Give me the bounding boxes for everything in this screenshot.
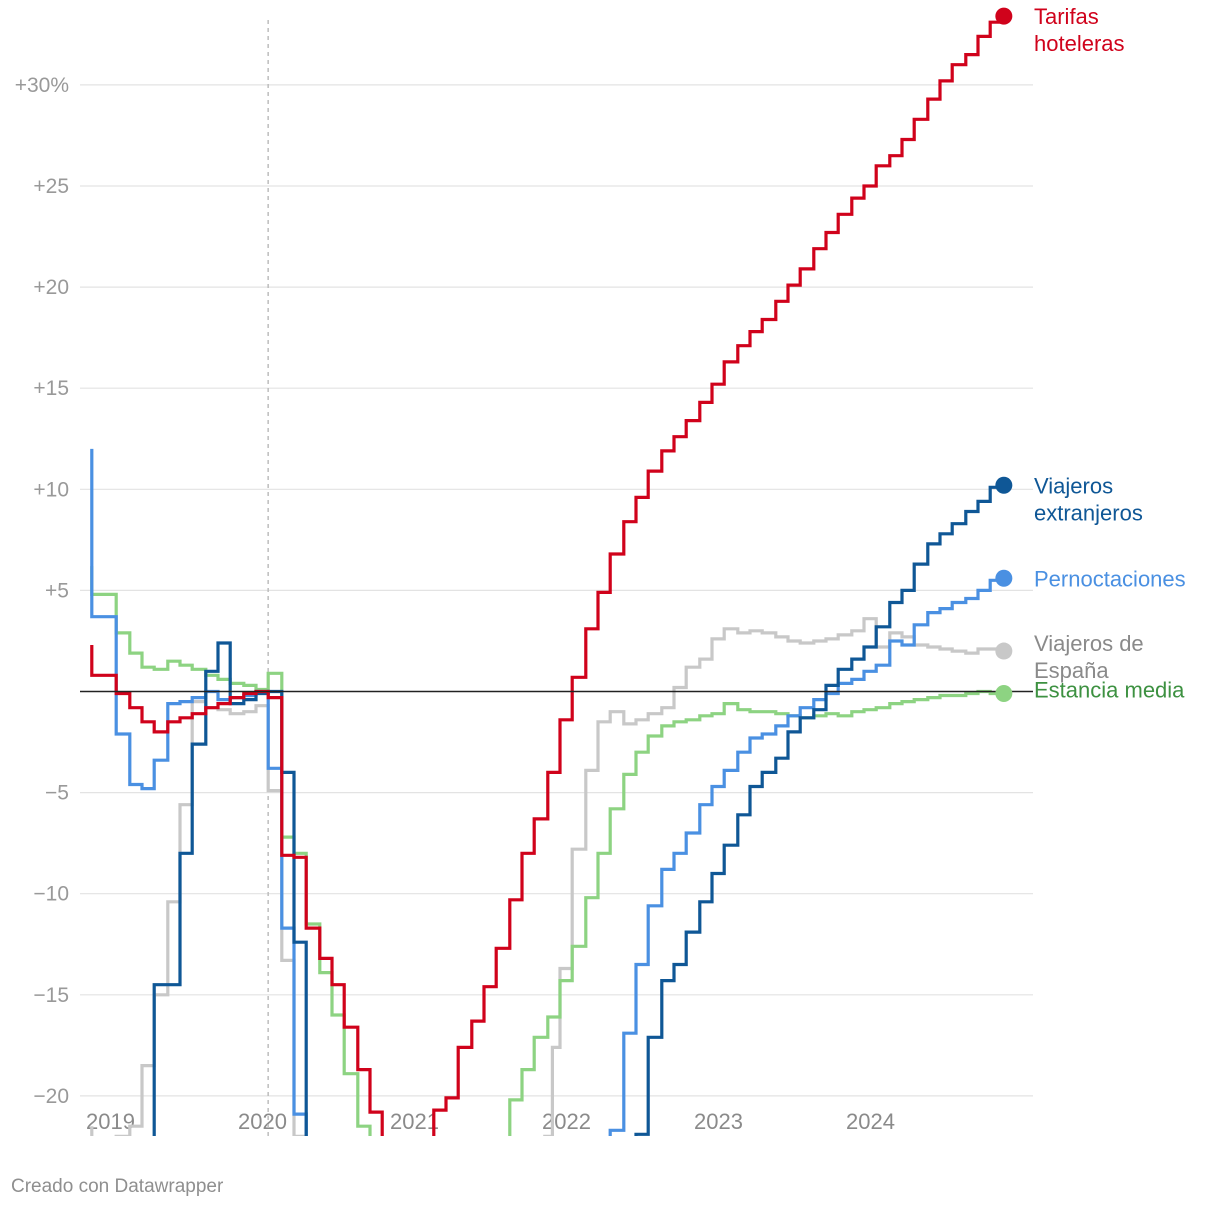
y-tick-label: +20 (33, 276, 69, 299)
series-label-estancia-media: Estancia media (1034, 678, 1185, 703)
x-tick-label: 2022 (542, 1109, 591, 1134)
credit-text: Creado con Datawrapper (11, 1176, 224, 1197)
x-axis: 2019 2020 2021 2022 2023 2024 (86, 1109, 895, 1134)
series-end-dot-tarifas-hoteleras (995, 7, 1013, 25)
series-layer (90, 14, 1010, 1136)
series-label-viajeros-extranjeros: extranjeros (1034, 500, 1143, 525)
y-tick-label: +5 (45, 579, 69, 602)
y-axis: +30% +25 +20 +15 +10 +5 −5 −10 −15 −20 (15, 74, 69, 1108)
series-label-pernoctaciones: Pernoctaciones (1034, 566, 1186, 591)
x-tick-label: 2024 (846, 1109, 895, 1134)
x-tick-label: 2023 (694, 1109, 743, 1134)
y-tick-label: −15 (33, 984, 69, 1007)
y-tick-label: −10 (33, 883, 69, 906)
y-tick-label: −20 (33, 1085, 69, 1108)
line-chart: +30%+25+20+15+10+5−5−10−15−20 2019 2020 20… (15, 4, 1186, 1136)
y-tick-label: +10 (33, 478, 69, 501)
gridlines (80, 84, 1033, 1097)
series-line-viajeros-extranjeros (152, 483, 1010, 1136)
series-end-dot-viajeros-de-espana (995, 642, 1013, 660)
series-end-dot-pernoctaciones (995, 569, 1013, 587)
series-label-viajeros-extranjeros: Viajeros (1034, 473, 1113, 498)
x-tick-label: 2019 (86, 1109, 135, 1134)
series-end-dot-viajeros-extranjeros (995, 476, 1013, 494)
series-label-tarifas-hoteleras: Tarifas (1034, 4, 1099, 29)
x-tick-label: 2021 (390, 1109, 439, 1134)
series-line-pernoctaciones (90, 448, 1010, 1136)
series-label-viajeros-de-espana: Viajeros de (1034, 631, 1144, 656)
series-label-tarifas-hoteleras: hoteleras (1034, 31, 1125, 56)
x-tick-label: 2020 (238, 1109, 287, 1134)
series-label-viajeros-de-espana: España (1034, 658, 1109, 683)
series-line-tarifas-hoteleras (90, 14, 1010, 1136)
y-tick-label: −5 (45, 782, 69, 805)
y-tick-label: +30% (15, 74, 69, 97)
y-tick-label: +25 (33, 175, 69, 198)
y-tick-label: +15 (33, 377, 69, 400)
series-end-dot-estancia-media (995, 685, 1013, 703)
